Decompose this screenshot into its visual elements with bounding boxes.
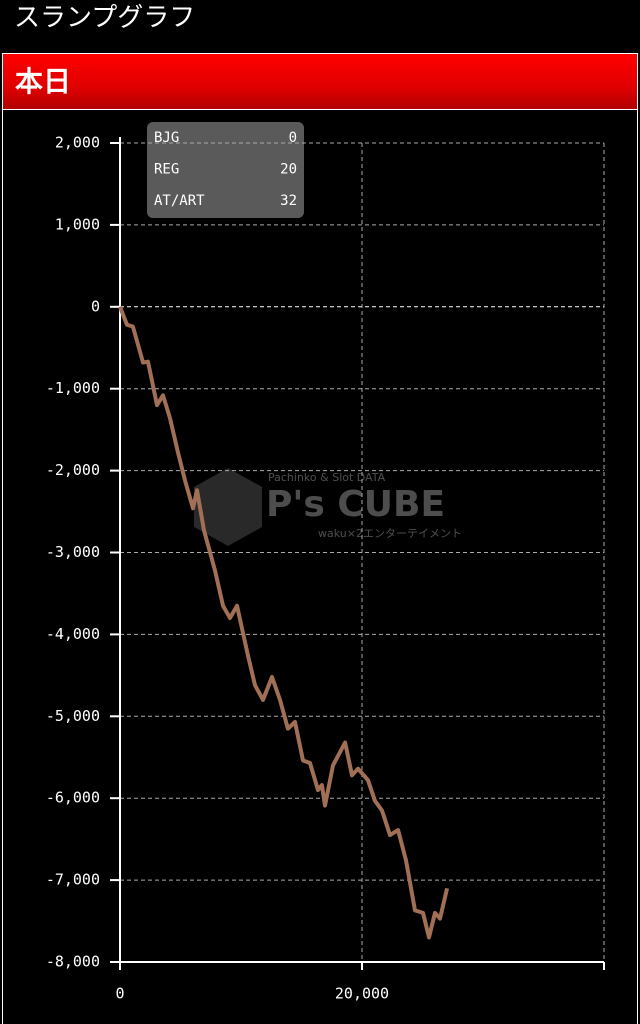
y-tick-label: -5,000 — [46, 707, 100, 725]
counter-value: 32 — [280, 193, 297, 209]
y-tick-label: -2,000 — [46, 461, 100, 479]
data-line — [118, 306, 450, 940]
y-tick-label: -7,000 — [46, 871, 100, 889]
y-tick-label: -1,000 — [46, 379, 100, 397]
y-tick-label: 1,000 — [55, 215, 100, 233]
y-tick-label: 0 — [91, 297, 100, 315]
counter-name: AT/ART — [154, 193, 205, 209]
counter-name: REG — [154, 162, 179, 178]
counter-value: 0 — [289, 130, 297, 146]
watermark: Pachinko & Slot DATA P's CUBE waku×2エンター… — [194, 468, 462, 546]
counter-name: BJG — [154, 130, 179, 146]
counter-box — [147, 122, 304, 218]
watermark-tagline: Pachinko & Slot DATA — [268, 471, 386, 484]
watermark-brand: P's CUBE — [266, 484, 445, 525]
watermark-company: waku×2エンターテイメント — [318, 527, 462, 540]
y-tick-label: -8,000 — [46, 953, 100, 971]
counter-list: BJG 0 REG 20 AT/ART 32 — [154, 130, 297, 209]
x-tick-label: 0 — [115, 985, 124, 1003]
y-tick-label: 2,000 — [55, 134, 100, 152]
y-tick-label: -3,000 — [46, 543, 100, 561]
y-tick-label: -6,000 — [46, 789, 100, 807]
app-title: スランプグラフ — [0, 0, 640, 44]
chart-frame — [2, 110, 638, 1024]
y-tick-label: -4,000 — [46, 625, 100, 643]
watermark-logo — [194, 468, 262, 546]
x-tick-label: 20,000 — [335, 985, 389, 1003]
counter-value: 20 — [280, 162, 297, 178]
section-header[interactable]: 本日 — [2, 53, 638, 110]
